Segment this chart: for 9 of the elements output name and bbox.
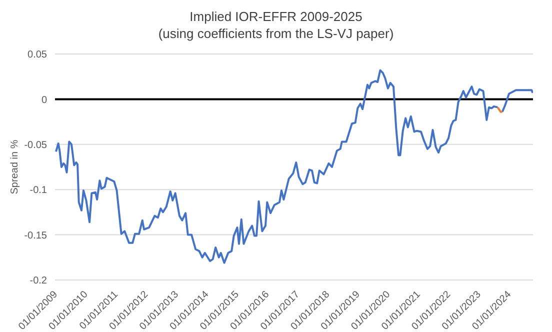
y-tick-label: -0.2 [30, 276, 48, 287]
chart-subtitle: (using coefficients from the LS-VJ paper) [157, 25, 395, 42]
y-tick-label: 0.05 [28, 50, 48, 61]
y-tick-label: -0.1 [30, 185, 48, 196]
y-tick-label: -0.15 [24, 230, 48, 242]
y-tick-label: -0.05 [24, 140, 48, 151]
chart-title: Implied IOR-EFFR 2009-2025 [188, 8, 364, 25]
y-tick-label: 0 [41, 94, 48, 106]
y-axis-title: Spread in % [10, 140, 21, 194]
